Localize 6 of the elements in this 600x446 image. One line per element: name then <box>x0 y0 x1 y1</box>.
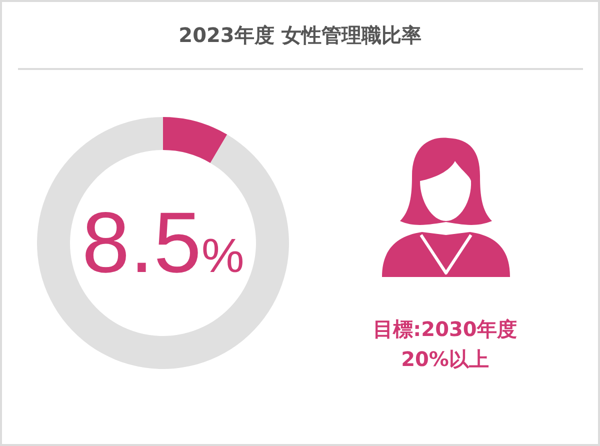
data-label: 8.5% <box>82 195 244 291</box>
donut-slice <box>37 117 289 369</box>
text: 20%以上 <box>400 346 490 373</box>
donut-slice <box>163 117 228 163</box>
chart-title: 2023年度 女性管理職比率 <box>178 22 422 49</box>
text: 目標:2030年度 <box>372 316 518 343</box>
